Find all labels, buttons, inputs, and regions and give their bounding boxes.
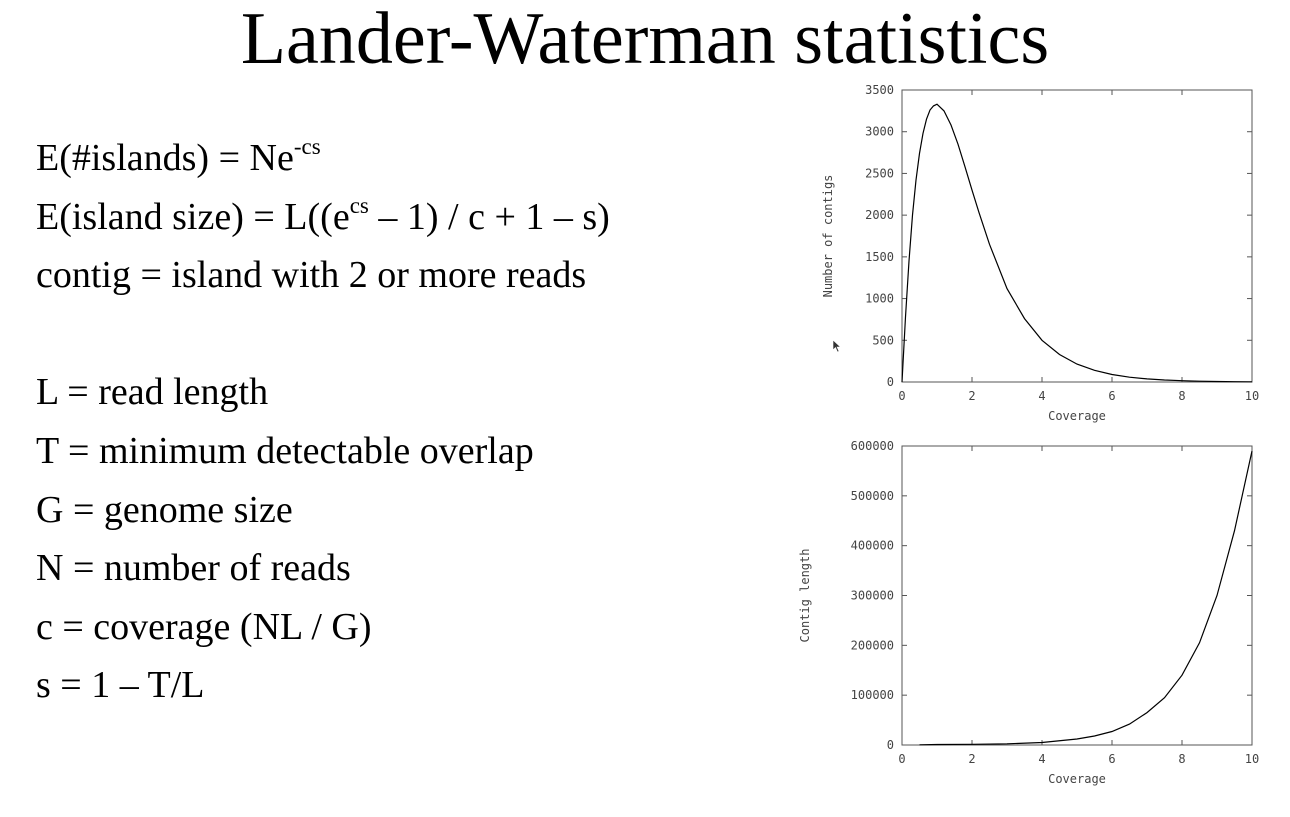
y-tick-label: 500000 — [851, 489, 894, 503]
y-tick-label: 100000 — [851, 688, 894, 702]
equation-expected-islands-base: E(#islands) = Ne — [36, 137, 294, 179]
x-tick-label: 6 — [1108, 752, 1115, 766]
x-tick-label: 10 — [1245, 752, 1259, 766]
x-tick-label: 0 — [898, 752, 905, 766]
x-tick-label: 0 — [898, 389, 905, 403]
y-axis-label: Contig length — [798, 549, 812, 643]
y-tick-label: 200000 — [851, 638, 894, 652]
x-tick-label: 2 — [968, 389, 975, 403]
x-tick-label: 8 — [1178, 389, 1185, 403]
x-tick-label: 10 — [1245, 389, 1259, 403]
x-tick-label: 4 — [1038, 389, 1045, 403]
definition-read-length: L = read length — [36, 371, 269, 413]
plot-frame — [901, 445, 1253, 746]
definition-genome-size: G = genome size — [36, 489, 293, 531]
series-line — [919, 450, 1253, 746]
y-tick-label: 300000 — [851, 589, 894, 603]
y-tick-label: 2000 — [865, 208, 894, 222]
x-tick-label: 2 — [968, 752, 975, 766]
equation-expected-islands-exponent: -cs — [293, 134, 321, 159]
y-tick-label: 400000 — [851, 539, 894, 553]
contig-definition: contig = island with 2 or more reads — [36, 254, 587, 296]
equation-expected-island-size: E(island size) = L((ecs – 1) / c + 1 – s… — [36, 193, 610, 239]
slide-title: Lander-Waterman statistics — [240, 0, 1050, 80]
contig-length-vs-coverage-chart: 0 2 4 6 8 10 0 100000 200000 300000 400000 500000 60… — [798, 439, 1259, 786]
plot-frame — [901, 89, 1253, 383]
x-tick-label: 6 — [1108, 389, 1115, 403]
definition-number-of-reads: N = number of reads — [36, 547, 351, 589]
x-tick-label: 8 — [1178, 752, 1185, 766]
y-axis-label: Number of contigs — [821, 175, 835, 298]
contigs-vs-coverage-chart: 0 2 4 6 8 10 0 500 1000 1500 2000 2500 3000 3500 Cover… — [821, 83, 1259, 423]
series-line — [901, 103, 1253, 383]
definition-s: s = 1 – T/L — [36, 664, 205, 706]
equation-island-size-end: – 1) / c + 1 – s) — [368, 196, 610, 238]
equation-island-size-start: E(island size) = L((e — [36, 196, 350, 238]
definition-minimum-overlap: T = minimum detectable overlap — [36, 430, 534, 472]
y-tick-label: 0 — [887, 375, 894, 389]
y-tick-label: 1000 — [865, 292, 894, 306]
y-tick-label: 0 — [887, 738, 894, 752]
x-tick-label: 4 — [1038, 752, 1045, 766]
y-tick-label: 2500 — [865, 166, 894, 180]
y-tick-label: 3000 — [865, 125, 894, 139]
equation-island-size-exponent: cs — [349, 193, 369, 218]
equation-expected-islands: E(#islands) = Ne-cs — [36, 134, 321, 180]
mouse-pointer-icon — [832, 339, 842, 353]
y-tick-label: 3500 — [865, 83, 894, 97]
y-tick-label: 600000 — [851, 439, 894, 453]
x-axis-label: Coverage — [1048, 772, 1106, 786]
y-tick-label: 500 — [872, 333, 894, 347]
y-tick-label: 1500 — [865, 250, 894, 264]
definition-coverage: c = coverage (NL / G) — [36, 606, 372, 648]
x-axis-label: Coverage — [1048, 409, 1106, 423]
